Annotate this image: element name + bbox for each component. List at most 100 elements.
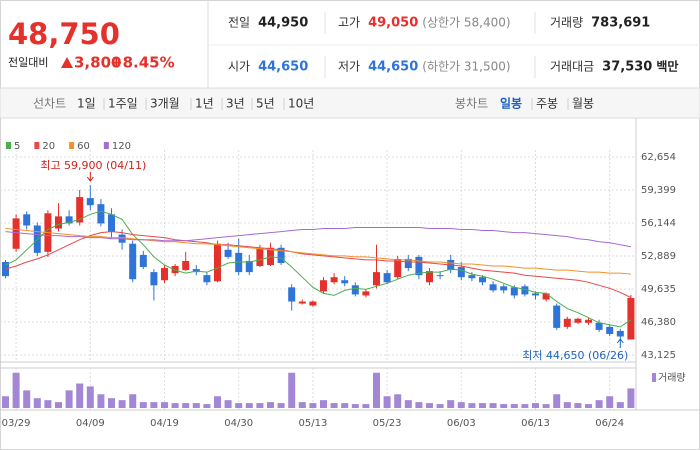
volume-bar [182,403,190,408]
candle-body [309,301,317,306]
quote-note: (상한가 58,400) [422,16,510,30]
volume-bar [235,403,243,408]
period-button[interactable]: 10년 [288,97,314,111]
volume-bar [373,372,380,408]
volume-bar [383,396,391,408]
volume-bar [468,403,476,408]
volume-bar [394,394,402,408]
candle-body [86,198,94,206]
volume-bar [150,402,158,408]
volume-label: 거래량 [658,372,686,384]
volume-bar [224,400,232,408]
volume-bar [139,402,147,408]
volume-bar [553,394,561,408]
volume-bar [97,394,105,408]
volume-bar [129,394,137,408]
candle-period-button[interactable]: 월봉 [572,97,594,111]
current-price: 48,750 [8,17,120,51]
candle-body [161,268,168,281]
x-tick-label: 04/19 [150,418,179,429]
volume-bar [585,404,592,408]
candle-body [351,285,359,295]
volume-bar [267,402,274,408]
candle-body [330,277,338,283]
candle-body [479,277,486,283]
period-button[interactable]: 3년 [226,97,245,111]
candle-body [468,275,476,279]
y-tick-label: 56,144 [641,218,676,229]
candle-period-button[interactable]: 일봉 [500,97,522,111]
line-chart-tab[interactable]: 선차트 [33,97,66,111]
volume-bar [489,403,497,408]
volume-bar [192,403,200,408]
volume-bar [574,403,582,408]
volume-bar [203,404,211,408]
volume-bar [627,388,635,408]
volume-bar [595,400,603,408]
volume-bar [245,403,253,408]
x-tick-label: 06/03 [447,418,476,429]
period-button[interactable]: 1일 [77,97,96,111]
moving-average-line [5,227,631,248]
volume-bar [256,403,264,408]
candle-body [563,318,571,327]
volume-bar [118,400,126,408]
legend-label: 20 [42,141,55,152]
candle-body [415,256,423,276]
quote-label: 거래대금 [550,60,594,74]
candle-body [288,287,296,302]
y-tick-label: 59,399 [641,185,676,196]
x-tick-label: 05/23 [373,418,402,429]
candle-body [521,286,529,295]
legend-swatch [69,142,75,149]
volume-bar [510,404,518,408]
quote-unit: 백만 [656,59,678,74]
volume-bar [447,400,455,408]
candle-body [203,275,211,283]
x-tick-label: 05/13 [298,418,327,429]
candle-body [489,284,497,291]
candle-body [436,275,444,277]
candle-body [129,243,137,280]
candle-body [341,280,349,284]
candle-body [595,322,603,330]
period-button[interactable]: 1년 [195,97,214,111]
candle-body [214,243,221,282]
period-button[interactable]: 1주일 [108,97,138,111]
quote-value: 44,650 [258,60,308,75]
moving-average-line [5,231,632,298]
volume-bar [76,383,84,408]
volume-bar [457,402,465,408]
quote-label: 거래량 [550,16,583,30]
x-tick-label: 04/09 [76,418,105,429]
volume-bar [12,372,20,408]
period-button[interactable]: 5년 [256,97,275,111]
candle-period-button[interactable]: 주봉 [536,97,558,111]
volume-bar [108,398,115,408]
candle-body [383,273,391,283]
volume-bar [171,403,179,408]
candle-body [108,214,115,232]
candle-body [65,216,73,224]
x-tick-label: 04/30 [224,418,253,429]
candle-body [585,319,592,323]
x-tick-label: 06/13 [521,418,550,429]
quote-label: 고가 [338,16,360,30]
period-button[interactable]: 3개월 [150,97,180,111]
quote-value: 44,650 [368,60,418,75]
legend-swatch [652,373,656,382]
volume-bar [362,404,370,408]
volume-bar [341,403,349,408]
candle-chart-tab[interactable]: 봉차트 [455,97,488,111]
candle-body [76,197,84,223]
candle-body [256,247,264,267]
volume-bar [33,398,41,408]
quote-label: 저가 [338,60,360,74]
legend-label: 5 [14,141,20,152]
volume-bar [298,402,306,408]
volume-bar [330,403,338,408]
volume-bar [55,402,62,408]
